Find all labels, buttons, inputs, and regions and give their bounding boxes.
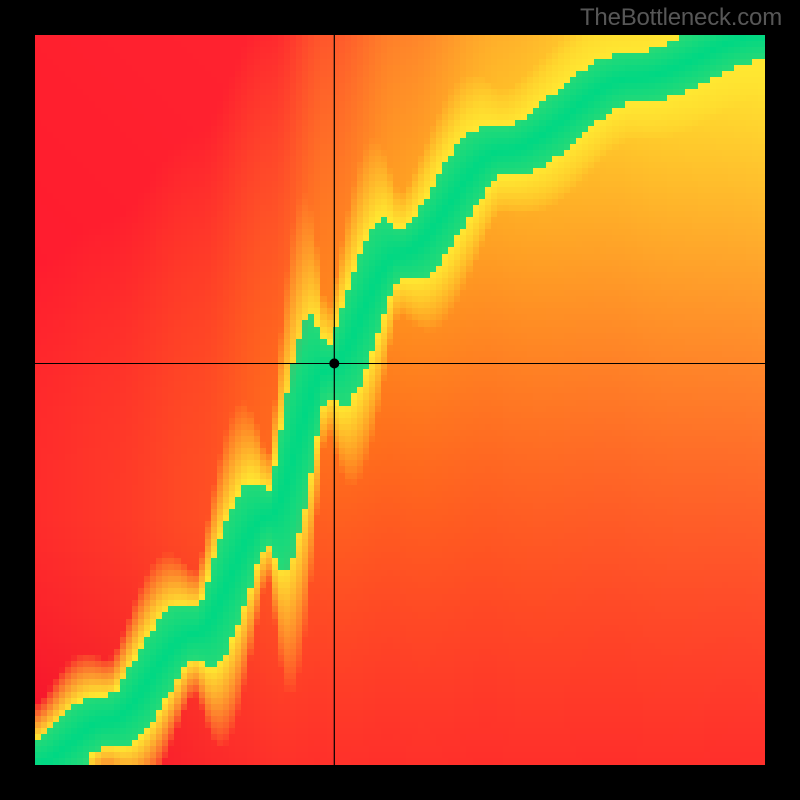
bottleneck-heatmap — [35, 35, 765, 765]
watermark-text: TheBottleneck.com — [580, 4, 782, 32]
chart-container: TheBottleneck.com — [0, 0, 800, 800]
